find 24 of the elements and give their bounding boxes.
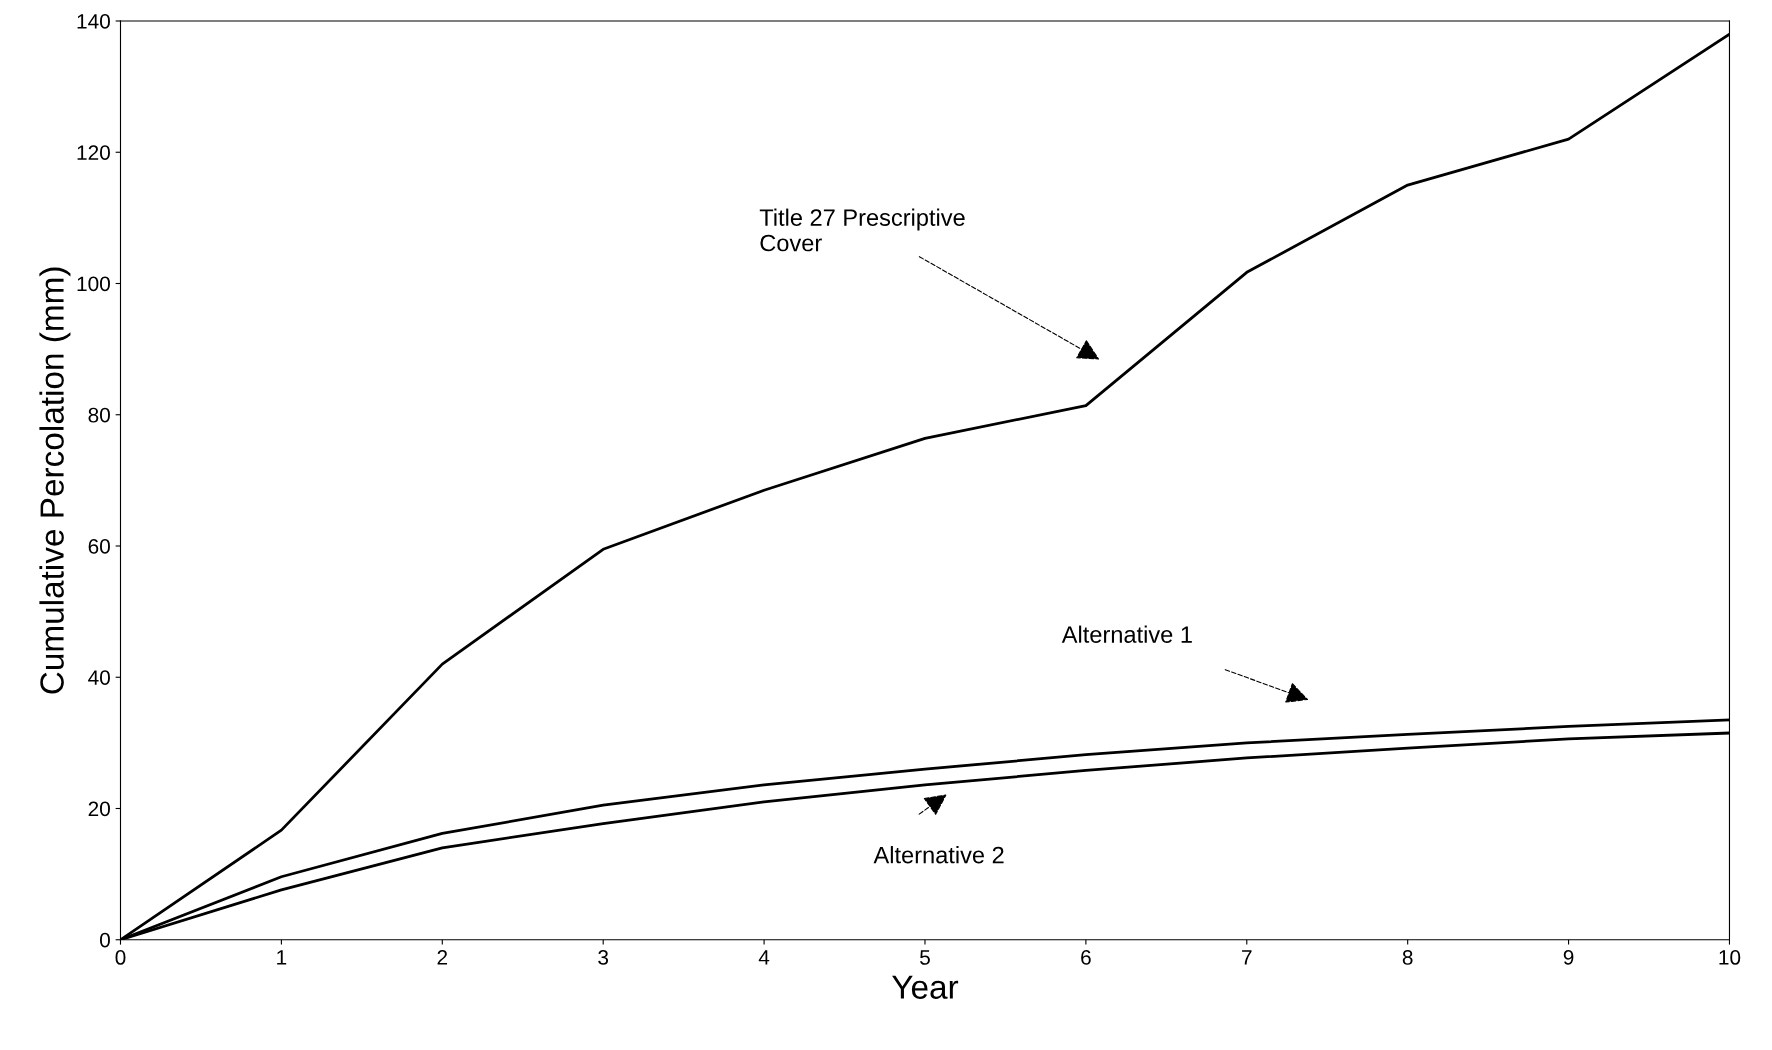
x-tick-label: 6 xyxy=(1081,950,1091,965)
y-tick-label: 100 xyxy=(77,276,110,292)
x-tick-label: 2 xyxy=(437,950,448,965)
y-tick-label: 80 xyxy=(88,407,110,423)
x-tick-label: 3 xyxy=(598,950,609,965)
x-tick-label: 5 xyxy=(920,950,930,965)
annotation: Title 27 Prescriptive Cover xyxy=(759,208,965,252)
x-tick-label: 9 xyxy=(1563,950,1574,965)
y-tick-label: 120 xyxy=(77,145,110,160)
y-tick-label: 60 xyxy=(88,539,110,554)
x-tick-label: 8 xyxy=(1402,950,1413,965)
y-axis-title: Cumulative Percolation (mm) xyxy=(39,267,71,694)
annotation: Alternative 1 xyxy=(1061,625,1192,643)
x-tick-label: 1 xyxy=(277,950,287,965)
x-tick-label: 0 xyxy=(115,950,126,965)
x-tick-label: 4 xyxy=(758,950,770,965)
y-tick-label: 140 xyxy=(77,14,110,29)
annotation: Alternative 2 xyxy=(873,846,1004,864)
x-axis-title: Year xyxy=(892,975,959,999)
x-tick-label: 7 xyxy=(1242,950,1252,965)
y-tick-label: 40 xyxy=(88,670,110,685)
x-tick-label: 10 xyxy=(1719,950,1741,965)
y-tick-label: 20 xyxy=(88,801,110,817)
y-tick-label: 0 xyxy=(100,932,110,948)
